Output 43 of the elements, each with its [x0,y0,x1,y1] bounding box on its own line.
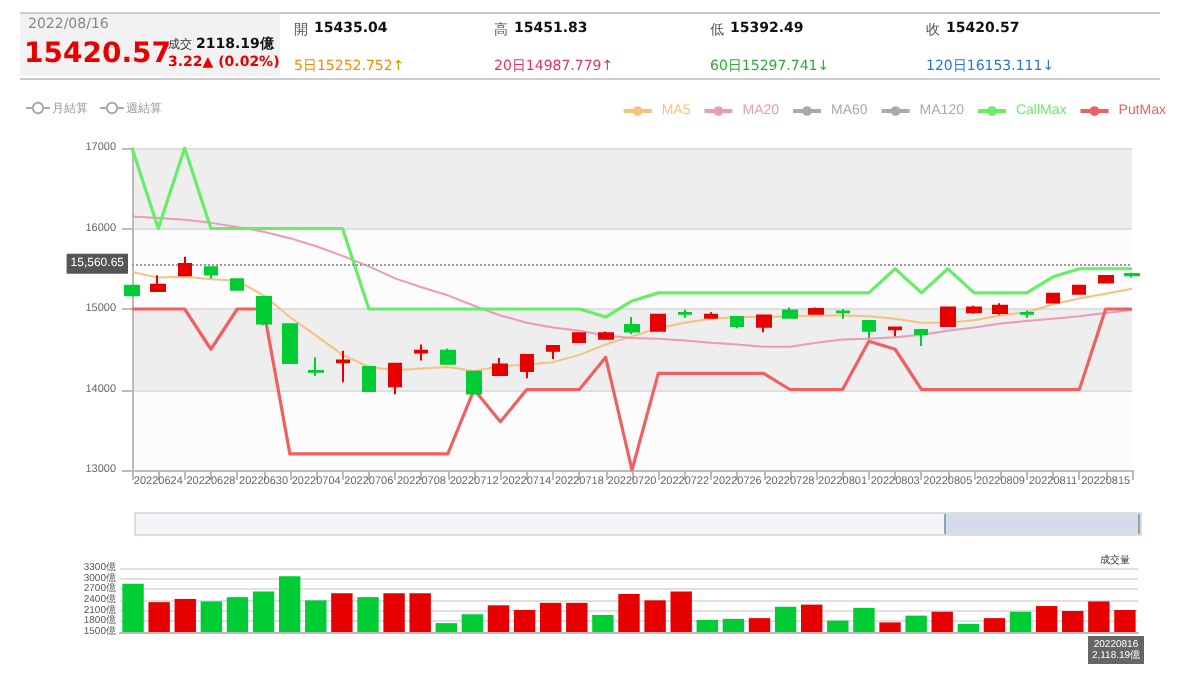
candlestick [836,308,850,320]
candlestick [624,316,640,335]
candlestick [178,255,192,277]
candlestick [678,308,692,319]
candlestick [650,312,666,333]
candlestick [888,326,902,338]
candlestick [414,343,428,362]
candlestick [1124,271,1140,279]
candlestick [124,283,140,298]
candlestick [704,311,718,320]
candlestick [1098,274,1114,285]
candlestick [808,306,824,316]
candlestick [256,295,272,327]
candlestick [862,320,876,339]
candlestick [1020,309,1034,319]
candlestick [1072,283,1086,296]
line-series [130,146,1134,319]
candlestick [150,274,166,293]
candlestick [440,347,456,365]
candlestick [992,302,1008,316]
candlestick [362,365,376,393]
candlestick [966,304,982,315]
candlestick [914,328,928,348]
candlestick [730,315,744,330]
candlestick [782,306,798,320]
candlestick [308,356,324,377]
line-series [131,215,1133,348]
candlestick [546,344,560,360]
line-series [131,270,1133,372]
candlestick [572,331,586,344]
text: 15420.57 [24,38,172,70]
candlestick [388,362,402,396]
candlestick [336,349,350,384]
candlestick [598,330,614,341]
candlestick [940,305,956,328]
candlestick [520,353,534,380]
candlestick [230,277,244,291]
candlestick [492,357,508,377]
candlestick [1046,291,1060,305]
candlestick [466,370,482,396]
candlestick [204,265,218,280]
candlestick [282,323,298,365]
candlestick [756,313,772,334]
